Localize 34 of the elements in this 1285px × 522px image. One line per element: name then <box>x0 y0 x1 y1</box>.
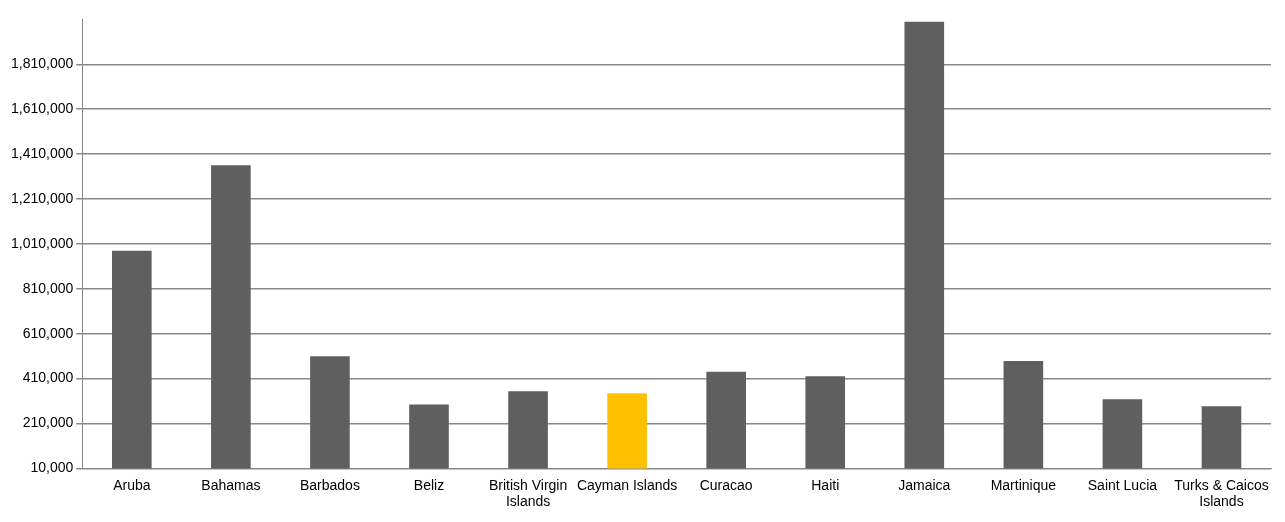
x-tick-label: Martinique <box>990 476 1057 493</box>
y-tick-label: 1,810,000 <box>10 55 74 72</box>
bar <box>706 371 746 469</box>
y-tick-label: 1,610,000 <box>10 100 74 117</box>
x-tick-label: Curacao <box>699 476 753 493</box>
x-tick-label: British Virgin Islands <box>488 476 568 510</box>
y-tick-label: 610,000 <box>22 324 74 341</box>
x-tick-label: Turks & Caicos Islands <box>1174 476 1269 510</box>
y-tick-label: 1,210,000 <box>10 189 74 206</box>
y-tick-label: 1,410,000 <box>10 144 74 161</box>
x-tick-label: Aruba <box>113 476 151 493</box>
bar <box>409 404 449 469</box>
x-tick-label: Bahamas <box>201 476 261 493</box>
y-tick-label: 1,010,000 <box>10 234 74 251</box>
x-tick-label: Saint Lucia <box>1087 476 1158 493</box>
bar <box>904 21 945 469</box>
y-tick-label: 810,000 <box>22 279 74 296</box>
bar <box>1102 399 1143 469</box>
bar <box>1003 361 1044 469</box>
bar <box>310 356 350 469</box>
x-tick-label: Barbados <box>299 476 360 493</box>
y-tick-label: 10,000 <box>30 459 74 476</box>
x-tick-label: Haiti <box>811 476 840 493</box>
x-tick-label: Cayman Islands <box>576 476 678 493</box>
bar <box>805 376 846 469</box>
y-tick-label: 410,000 <box>22 369 74 386</box>
y-tick-label: 210,000 <box>22 414 74 431</box>
bar <box>508 391 548 469</box>
x-tick-label: Beliz <box>413 476 445 493</box>
bar <box>1201 406 1242 469</box>
bar <box>607 393 647 469</box>
x-tick-label: Jamaica <box>898 476 951 493</box>
bar <box>112 250 152 469</box>
bar <box>211 165 251 469</box>
